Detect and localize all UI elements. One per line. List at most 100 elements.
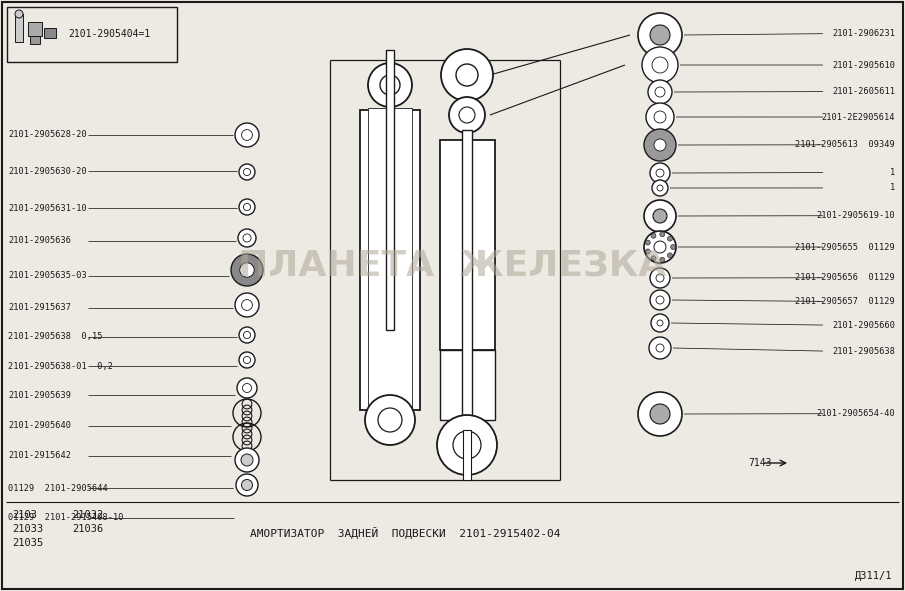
Circle shape [243,384,252,392]
Bar [44,28,56,38]
Circle shape [237,378,257,398]
Circle shape [657,320,663,326]
Bar [463,430,471,480]
Circle shape [239,164,255,180]
Circle shape [648,80,672,104]
Circle shape [651,314,669,332]
Circle shape [656,169,664,177]
Text: 21032: 21032 [72,510,103,520]
Circle shape [653,209,667,223]
Circle shape [656,274,664,282]
Circle shape [654,111,666,123]
Text: 2101-2905638-01  0,2: 2101-2905638-01 0,2 [8,362,113,371]
Text: 2101-2905636: 2101-2905636 [8,236,71,245]
Circle shape [660,232,665,237]
Circle shape [668,236,672,241]
Circle shape [654,241,666,253]
Circle shape [645,249,651,254]
Circle shape [243,332,251,339]
Circle shape [235,123,259,147]
Circle shape [644,231,676,263]
Text: 2101-2905628-20: 2101-2905628-20 [8,130,87,139]
Circle shape [243,168,251,176]
Text: 01129  2101-2915408-10: 01129 2101-2915408-10 [8,513,123,522]
Text: 2101-2905630-20: 2101-2905630-20 [8,167,87,176]
Text: Д311/1: Д311/1 [854,571,892,581]
Text: АМОРТИЗАТОР  ЗАДНЕЙ  ПОДВЕСКИ  2101-2915402-04: АМОРТИЗАТОР ЗАДНЕЙ ПОДВЕСКИ 2101-2915402… [250,527,560,539]
Circle shape [650,404,670,424]
Circle shape [368,63,412,107]
Circle shape [644,200,676,232]
Text: 21036: 21036 [72,524,103,534]
Circle shape [650,290,670,310]
Bar [30,36,40,44]
Circle shape [235,448,259,472]
Text: 2101-2905654-40: 2101-2905654-40 [816,409,895,418]
Text: 1: 1 [890,168,895,177]
Text: 2101-2905613  09349: 2101-2905613 09349 [795,140,895,150]
Text: 2101-2915637: 2101-2915637 [8,303,71,313]
Text: ПЛАНЕТА  ЖЕЛЕЗКА: ПЛАНЕТА ЖЕЛЕЗКА [238,248,667,282]
Circle shape [238,229,256,247]
Circle shape [657,185,663,191]
Circle shape [638,392,682,436]
Circle shape [656,344,664,352]
Text: 2101-2905619-10: 2101-2905619-10 [816,211,895,220]
Bar [15,14,23,42]
Text: 21033: 21033 [12,524,43,534]
Text: 2101-2б05611: 2101-2б05611 [832,87,895,96]
Circle shape [644,129,676,161]
Circle shape [231,254,263,286]
Text: 2101-2Е2905614: 2101-2Е2905614 [822,112,895,122]
Circle shape [240,263,254,277]
Circle shape [654,139,666,151]
Circle shape [660,257,665,262]
Text: 2101-2905610: 2101-2905610 [832,60,895,70]
Circle shape [650,268,670,288]
Circle shape [668,253,672,258]
Circle shape [456,64,478,86]
Text: 2101-2905660: 2101-2905660 [832,320,895,330]
Text: 2101-2906231: 2101-2906231 [832,29,895,38]
Bar [28,22,42,36]
Text: 2101-2905639: 2101-2905639 [8,391,71,400]
Text: 2101-2905656  01129: 2101-2905656 01129 [795,273,895,282]
Circle shape [650,163,670,183]
Text: 2101-2905635-03: 2101-2905635-03 [8,271,87,281]
Text: 1: 1 [890,183,895,193]
Bar [386,50,394,330]
Circle shape [239,327,255,343]
Circle shape [243,234,251,242]
Circle shape [239,352,255,368]
Text: 2101-2905404=1: 2101-2905404=1 [68,29,150,39]
Circle shape [459,107,475,123]
Circle shape [242,129,252,141]
Circle shape [441,49,493,101]
Text: 2101-2905638  0,15: 2101-2905638 0,15 [8,332,102,342]
Circle shape [365,395,415,445]
Circle shape [239,199,255,215]
Text: 2101-2905655  01129: 2101-2905655 01129 [795,242,895,252]
Circle shape [642,47,678,83]
Circle shape [650,25,670,45]
Circle shape [652,57,668,73]
Bar [7,7,177,62]
Bar [462,130,472,430]
Circle shape [242,300,252,310]
Circle shape [649,337,671,359]
Bar [440,350,495,420]
Circle shape [651,256,656,261]
Text: 2101-2915642: 2101-2915642 [8,451,71,460]
Circle shape [453,431,481,459]
Text: 7143: 7143 [748,458,771,468]
Circle shape [243,356,251,363]
Circle shape [243,203,251,210]
Circle shape [645,240,651,245]
Circle shape [242,479,252,491]
Circle shape [449,97,485,133]
Circle shape [15,10,23,18]
Circle shape [646,103,674,131]
Circle shape [380,75,400,95]
Text: 2101-2905657  01129: 2101-2905657 01129 [795,297,895,306]
Text: 2101-2905638: 2101-2905638 [832,346,895,356]
